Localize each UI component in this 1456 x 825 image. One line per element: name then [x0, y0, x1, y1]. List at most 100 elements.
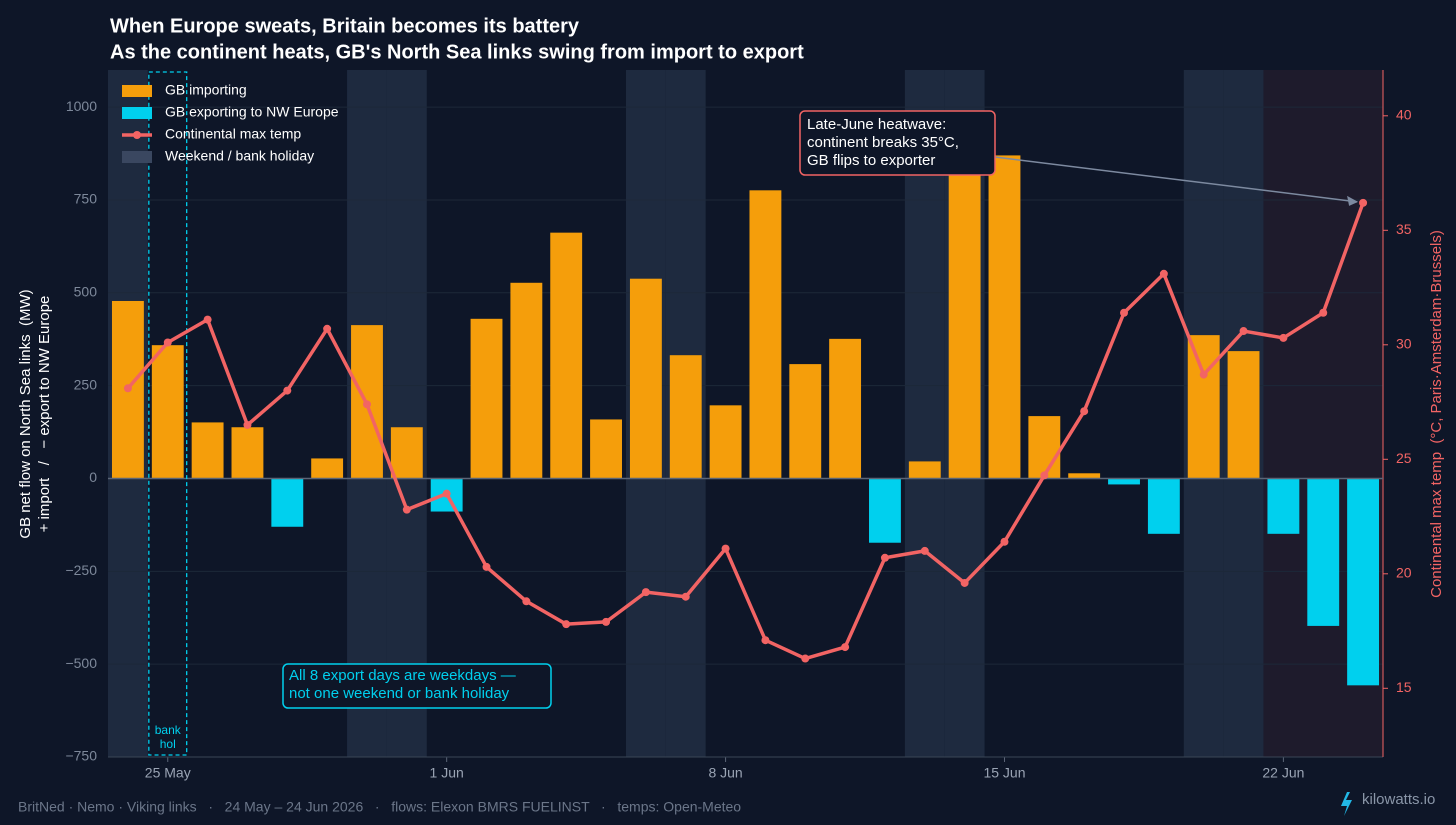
annotation-text: GB flips to exporter: [807, 152, 935, 169]
weekend-band: [386, 70, 427, 757]
y2-tick-label: 25: [1396, 450, 1412, 466]
legend-label: GB importing: [165, 82, 247, 98]
bar: [669, 355, 702, 479]
y-tick-label: −500: [65, 655, 97, 671]
bar: [470, 318, 503, 479]
legend-swatch: [122, 151, 152, 163]
bar: [1267, 478, 1300, 534]
bar: [390, 427, 423, 479]
temp-point: [1279, 333, 1288, 342]
bar: [231, 427, 264, 479]
temp-point: [920, 546, 929, 555]
temp-point: [1359, 198, 1368, 207]
annotation-box: [282, 663, 552, 709]
bar: [1108, 478, 1140, 485]
temp-point: [442, 489, 451, 498]
y-tick-label: 500: [74, 284, 98, 300]
legend-label: Weekend / bank holiday: [165, 148, 314, 164]
temp-point: [641, 588, 650, 597]
bar: [1028, 416, 1061, 479]
bar: [151, 345, 184, 479]
temp-point: [1199, 370, 1208, 379]
temp-point: [283, 386, 292, 395]
temp-point: [761, 636, 770, 645]
x-tick-label: 25 May: [145, 765, 191, 781]
bar: [1068, 473, 1101, 479]
chart-title: When Europe sweats, Britain becomes its …: [110, 15, 580, 37]
legend-swatch: [122, 85, 152, 97]
annotation-text: not one weekend or bank holiday: [289, 685, 510, 702]
plot-layer: −750 −500 −250 0 250 500 750 1000 15 20 25 30 35 40 25…: [17, 70, 1445, 781]
temp-point: [522, 597, 531, 606]
x-tick-label: 15 Jun: [983, 765, 1025, 781]
bar: [550, 232, 583, 479]
y2-tick-label: 40: [1396, 107, 1412, 123]
y2-tick-label: 35: [1396, 221, 1412, 237]
temp-point: [482, 562, 491, 571]
weekend-band: [904, 70, 945, 757]
y2-tick-label: 15: [1396, 679, 1412, 695]
temp-point: [1239, 327, 1248, 336]
legend-label: Continental max temp: [165, 126, 301, 142]
y2-axis-label: Continental max temp (°C, Paris·Amsterda…: [1428, 230, 1445, 598]
bar: [829, 338, 862, 479]
temp-point: [243, 420, 252, 429]
temp-line: [126, 202, 1365, 661]
annotation-text: All 8 export days are weekdays —: [289, 667, 516, 684]
annotation-box: [799, 110, 996, 176]
bank-holiday-label: bank: [155, 723, 182, 737]
y-tick-label: −750: [65, 748, 97, 764]
bar: [590, 419, 622, 479]
legend-label: GB exporting to NW Europe: [165, 104, 339, 120]
y2-tick-label: 30: [1396, 336, 1412, 352]
bar: [948, 147, 981, 479]
annotation-text: continent breaks 35°C,: [807, 134, 959, 151]
y-axis-label: GB net flow on North Sea links (MW): [17, 289, 34, 538]
temp-point: [402, 505, 411, 514]
bar: [1227, 351, 1260, 479]
bar: [908, 461, 941, 479]
temp-point: [562, 620, 571, 629]
x-tick-label: 1 Jun: [430, 765, 464, 781]
y-tick-label: 1000: [66, 98, 97, 114]
bar: [749, 190, 782, 479]
temp-point: [681, 592, 690, 601]
x-tick-label: 8 Jun: [708, 765, 742, 781]
bar: [510, 282, 543, 479]
temp-point: [1000, 537, 1009, 546]
bar: [988, 155, 1021, 479]
bar: [1147, 478, 1180, 534]
bar: [1307, 478, 1340, 626]
y-tick-label: −250: [65, 562, 97, 578]
bank-holiday-box: [148, 71, 188, 756]
temp-point: [960, 578, 969, 587]
temp-point: [1159, 269, 1168, 278]
annotation-arrowhead: [1347, 195, 1359, 206]
bar: [1347, 478, 1380, 686]
y-axis-label: + import / − export to NW Europe: [36, 296, 53, 533]
temp-point: [1080, 407, 1089, 416]
temp-point: [880, 553, 889, 562]
chart-subtitle: As the continent heats, GB's North Sea l…: [110, 41, 804, 63]
bank-holiday-label: hol: [160, 737, 176, 751]
temp-point: [123, 384, 132, 393]
temp-point: [203, 315, 212, 324]
bar: [1187, 335, 1220, 479]
brand: kilowatts.io: [1362, 791, 1435, 808]
temp-point: [602, 617, 611, 626]
y2-tick-label: 20: [1396, 565, 1412, 581]
temp-point: [163, 338, 172, 347]
bar: [191, 422, 224, 479]
legend-swatch: [133, 131, 141, 139]
x-tick-label: 22 Jun: [1262, 765, 1304, 781]
bar: [271, 478, 304, 527]
annotation-text: Late-June heatwave:: [807, 116, 946, 133]
annotation-arrow: [994, 156, 1358, 203]
temp-point: [801, 654, 810, 663]
bar: [709, 405, 742, 479]
legend-swatch: [122, 107, 152, 119]
brand-icon: [1341, 792, 1352, 816]
temp-point: [1319, 308, 1328, 317]
